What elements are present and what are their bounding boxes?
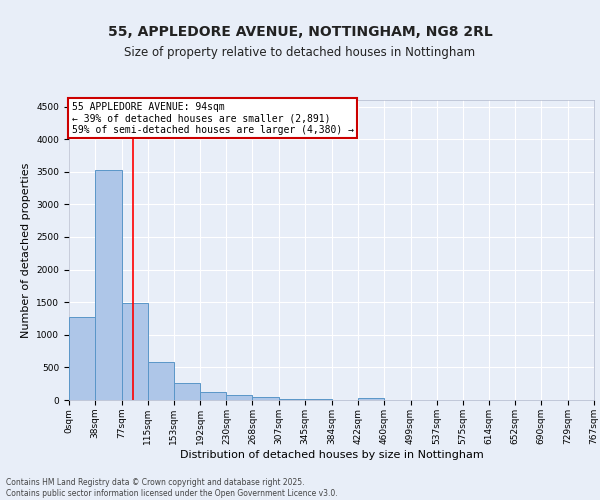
- Bar: [358, 398, 384, 400]
- Bar: [95, 170, 122, 400]
- Text: 55 APPLEDORE AVENUE: 94sqm
← 39% of detached houses are smaller (2,891)
59% of s: 55 APPLEDORE AVENUE: 94sqm ← 39% of deta…: [71, 102, 353, 134]
- Bar: [253, 397, 279, 400]
- Bar: [174, 383, 200, 400]
- Y-axis label: Number of detached properties: Number of detached properties: [21, 162, 31, 338]
- Text: Size of property relative to detached houses in Nottingham: Size of property relative to detached ho…: [124, 46, 476, 59]
- Text: 55, APPLEDORE AVENUE, NOTTINGHAM, NG8 2RL: 55, APPLEDORE AVENUE, NOTTINGHAM, NG8 2R…: [107, 26, 493, 40]
- Bar: [279, 398, 305, 400]
- Bar: [200, 392, 226, 400]
- Bar: [148, 362, 174, 400]
- Bar: [226, 395, 253, 400]
- Bar: [122, 303, 148, 400]
- Bar: [69, 316, 95, 400]
- X-axis label: Distribution of detached houses by size in Nottingham: Distribution of detached houses by size …: [179, 450, 484, 460]
- Text: Contains HM Land Registry data © Crown copyright and database right 2025.
Contai: Contains HM Land Registry data © Crown c…: [6, 478, 338, 498]
